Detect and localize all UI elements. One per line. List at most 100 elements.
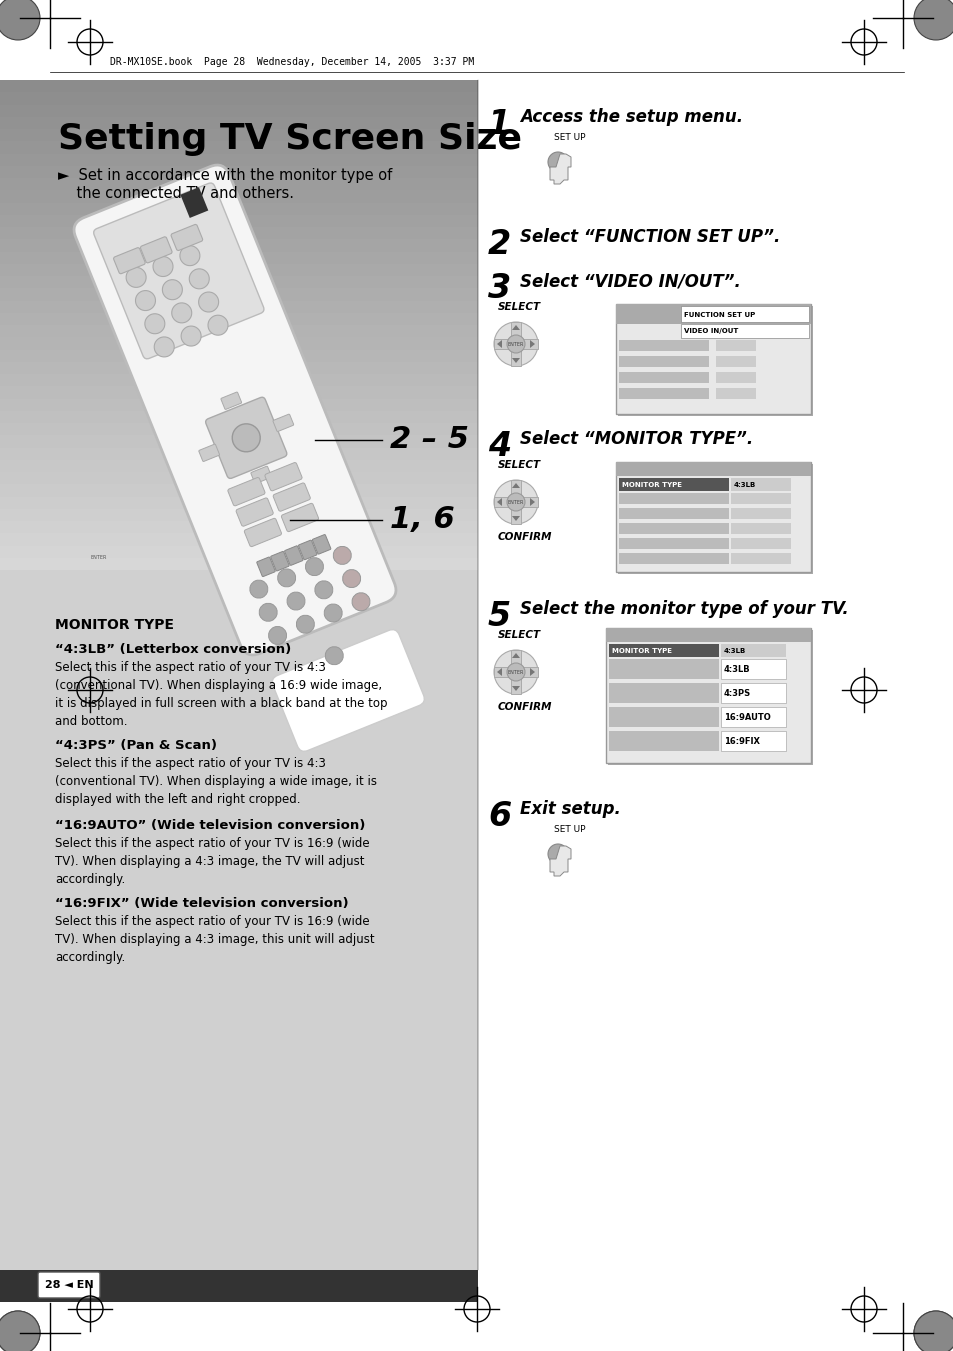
Circle shape <box>162 280 182 300</box>
Bar <box>0 80 477 92</box>
Bar <box>607 630 812 765</box>
Text: Select this if the aspect ratio of your TV is 16:9 (wide
TV). When displaying a : Select this if the aspect ratio of your … <box>55 915 375 965</box>
Bar <box>0 534 477 546</box>
Bar <box>494 497 516 507</box>
Bar <box>0 362 477 374</box>
Text: MONITOR TYPE: MONITOR TYPE <box>621 482 681 488</box>
Circle shape <box>506 663 524 681</box>
Circle shape <box>0 0 40 41</box>
Bar <box>0 558 477 570</box>
Bar <box>716 388 755 399</box>
Bar <box>618 357 708 367</box>
Polygon shape <box>530 499 535 507</box>
Bar <box>618 340 708 351</box>
Text: 2 – 5: 2 – 5 <box>390 426 469 454</box>
Bar <box>0 276 477 288</box>
Circle shape <box>547 844 567 865</box>
Circle shape <box>181 326 201 346</box>
Circle shape <box>198 292 218 312</box>
Bar <box>618 508 728 519</box>
Text: ENTER: ENTER <box>507 670 523 674</box>
Text: VIDEO IN/OUT: VIDEO IN/OUT <box>683 328 738 334</box>
Text: Exit setup.: Exit setup. <box>519 800 620 817</box>
Circle shape <box>296 615 314 634</box>
Circle shape <box>352 593 370 611</box>
Text: 3: 3 <box>488 272 511 305</box>
Text: “16:9AUTO” (Wide television conversion): “16:9AUTO” (Wide television conversion) <box>55 819 365 832</box>
Bar <box>0 570 477 1270</box>
Polygon shape <box>530 340 535 349</box>
Bar <box>618 372 708 382</box>
Text: 4: 4 <box>488 430 511 463</box>
Circle shape <box>333 546 351 565</box>
Circle shape <box>277 569 295 586</box>
Bar <box>716 372 755 382</box>
Circle shape <box>0 1310 40 1351</box>
Bar <box>618 523 728 534</box>
Bar <box>0 484 477 497</box>
Text: Access the setup menu.: Access the setup menu. <box>519 108 742 126</box>
Polygon shape <box>512 516 519 521</box>
Circle shape <box>189 269 209 289</box>
Bar <box>0 288 477 300</box>
Polygon shape <box>550 154 571 184</box>
Text: 4:3PS: 4:3PS <box>723 689 750 697</box>
Circle shape <box>287 592 305 611</box>
Polygon shape <box>497 340 501 349</box>
Circle shape <box>259 604 277 621</box>
Bar <box>0 142 477 154</box>
Bar <box>0 423 477 435</box>
Text: 5: 5 <box>488 600 511 634</box>
Bar <box>0 497 477 509</box>
FancyBboxPatch shape <box>113 247 145 274</box>
Circle shape <box>494 322 537 366</box>
FancyBboxPatch shape <box>251 466 272 484</box>
Bar <box>0 92 477 104</box>
Text: SET UP: SET UP <box>554 132 585 142</box>
Bar <box>618 478 728 490</box>
Bar <box>0 374 477 386</box>
Text: 1: 1 <box>488 108 511 141</box>
Polygon shape <box>512 358 519 363</box>
Bar <box>0 178 477 190</box>
Text: MONITOR TYPE: MONITOR TYPE <box>612 648 671 654</box>
FancyBboxPatch shape <box>244 519 281 547</box>
FancyBboxPatch shape <box>256 557 274 577</box>
Bar <box>608 659 719 680</box>
Circle shape <box>913 0 953 41</box>
Bar <box>516 667 537 677</box>
Circle shape <box>494 650 537 694</box>
Circle shape <box>506 493 524 511</box>
Bar <box>730 508 790 519</box>
Bar <box>608 684 719 703</box>
Bar <box>618 388 708 399</box>
Bar <box>0 312 477 326</box>
FancyBboxPatch shape <box>312 535 331 554</box>
Bar <box>0 509 477 521</box>
Bar <box>716 340 755 351</box>
Bar <box>0 215 477 227</box>
Bar <box>511 503 520 524</box>
Bar <box>0 521 477 534</box>
Bar <box>720 659 785 680</box>
Bar <box>494 667 516 677</box>
Circle shape <box>145 313 165 334</box>
Bar <box>616 304 810 413</box>
Bar <box>516 339 537 349</box>
Bar <box>494 339 516 349</box>
Bar <box>0 411 477 423</box>
Bar <box>605 628 810 642</box>
Text: Select “VIDEO IN/OUT”.: Select “VIDEO IN/OUT”. <box>519 272 740 290</box>
FancyBboxPatch shape <box>235 499 273 527</box>
FancyBboxPatch shape <box>198 444 219 462</box>
FancyBboxPatch shape <box>93 182 264 359</box>
Bar <box>0 435 477 447</box>
Text: 6: 6 <box>488 800 511 834</box>
Bar <box>608 731 719 751</box>
Text: ENTER: ENTER <box>507 500 523 504</box>
Bar <box>0 386 477 399</box>
Circle shape <box>305 558 323 576</box>
Text: 16:9FIX: 16:9FIX <box>723 736 760 746</box>
Circle shape <box>494 480 537 524</box>
Text: CONFIRM: CONFIRM <box>497 703 552 712</box>
